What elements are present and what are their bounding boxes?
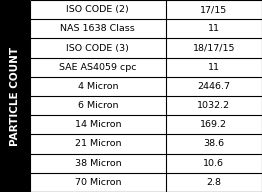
Text: 1032.2: 1032.2 xyxy=(197,101,230,110)
Text: 169.2: 169.2 xyxy=(200,120,227,129)
Text: 14 Micron: 14 Micron xyxy=(75,120,121,129)
Bar xyxy=(30,0,262,192)
Text: 38 Micron: 38 Micron xyxy=(75,159,121,168)
Text: 21 Micron: 21 Micron xyxy=(75,140,121,148)
Text: 4 Micron: 4 Micron xyxy=(78,82,118,91)
Text: SAE AS4059 cpc: SAE AS4059 cpc xyxy=(59,63,137,72)
Text: PARTICLE COUNT: PARTICLE COUNT xyxy=(10,46,20,146)
Text: 70 Micron: 70 Micron xyxy=(75,178,121,187)
Text: 2.8: 2.8 xyxy=(206,178,221,187)
Text: 17/15: 17/15 xyxy=(200,5,227,14)
Text: ISO CODE (3): ISO CODE (3) xyxy=(67,44,129,52)
Text: 18/17/15: 18/17/15 xyxy=(193,44,235,52)
Text: 2446.7: 2446.7 xyxy=(197,82,230,91)
Text: ISO CODE (2): ISO CODE (2) xyxy=(67,5,129,14)
Text: 11: 11 xyxy=(208,24,220,33)
Text: 11: 11 xyxy=(208,63,220,72)
Text: NAS 1638 Class: NAS 1638 Class xyxy=(61,24,135,33)
Text: 38.6: 38.6 xyxy=(203,140,225,148)
Text: 6 Micron: 6 Micron xyxy=(78,101,118,110)
Text: 10.6: 10.6 xyxy=(203,159,224,168)
